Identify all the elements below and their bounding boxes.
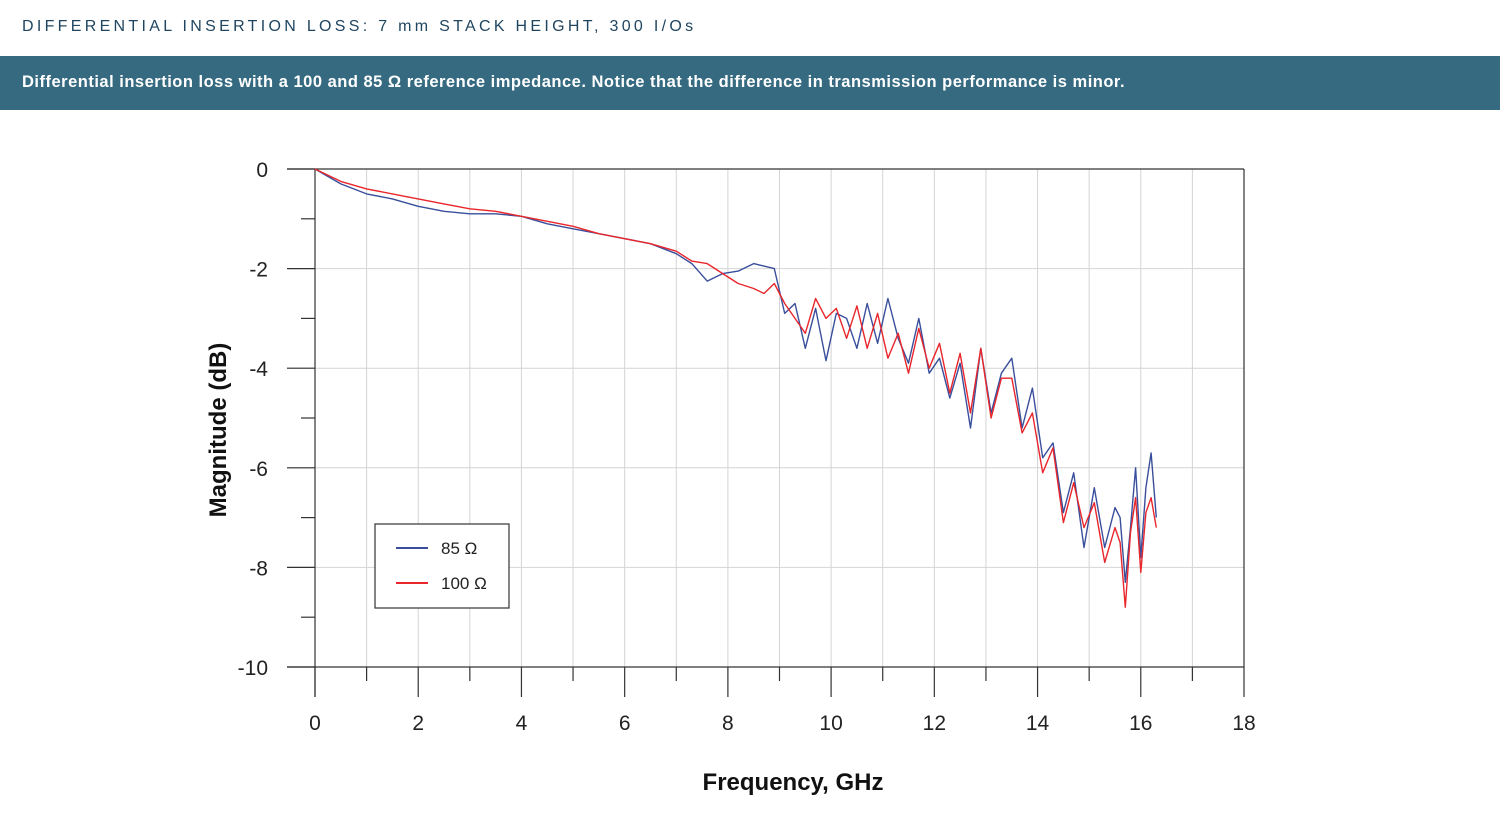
legend-box [374, 523, 510, 609]
axis-ticks: 0 2 4 6 8 10 12 14 16 18 0 -2 -4 -6 -8 -10 [238, 159, 1256, 735]
legend-label-1: 85 Ω [441, 539, 477, 558]
x-axis-title: Frequency, GHz [703, 769, 884, 796]
x-tick-label: 4 [516, 712, 528, 735]
x-tick-label: 6 [619, 712, 631, 735]
x-tick-label: 8 [722, 712, 734, 735]
x-tick-label: 2 [412, 712, 424, 735]
x-tick-label: 14 [1026, 712, 1050, 735]
x-tick-label: 12 [923, 712, 946, 735]
x-tick-label: 18 [1232, 712, 1255, 735]
series-line-2 [314, 168, 1157, 608]
y-tick-label: -10 [238, 657, 268, 680]
caption-text: Differential insertion loss with a 100 a… [22, 73, 1126, 91]
y-tick-label: -2 [249, 259, 268, 282]
y-tick-label: -4 [249, 358, 268, 381]
series-line-1 [314, 168, 1157, 583]
legend-label-2: 100 Ω [441, 574, 487, 593]
series-lines [314, 168, 1157, 608]
plot-frame [287, 168, 1245, 697]
x-tick-label: 16 [1129, 712, 1152, 735]
caption-bar: Differential insertion loss with a 100 a… [0, 56, 1500, 110]
y-axis-title: Magnitude (dB) [205, 343, 232, 518]
x-tick-label: 0 [309, 712, 321, 735]
y-tick-label: -8 [249, 557, 268, 580]
legend: 85 Ω 100 Ω [374, 523, 510, 609]
y-tick-label: -6 [249, 458, 268, 481]
y-tick-label: 0 [256, 159, 268, 182]
x-tick-label: 10 [819, 712, 842, 735]
page-title: DIFFERENTIAL INSERTION LOSS: 7 mm STACK … [22, 18, 697, 35]
